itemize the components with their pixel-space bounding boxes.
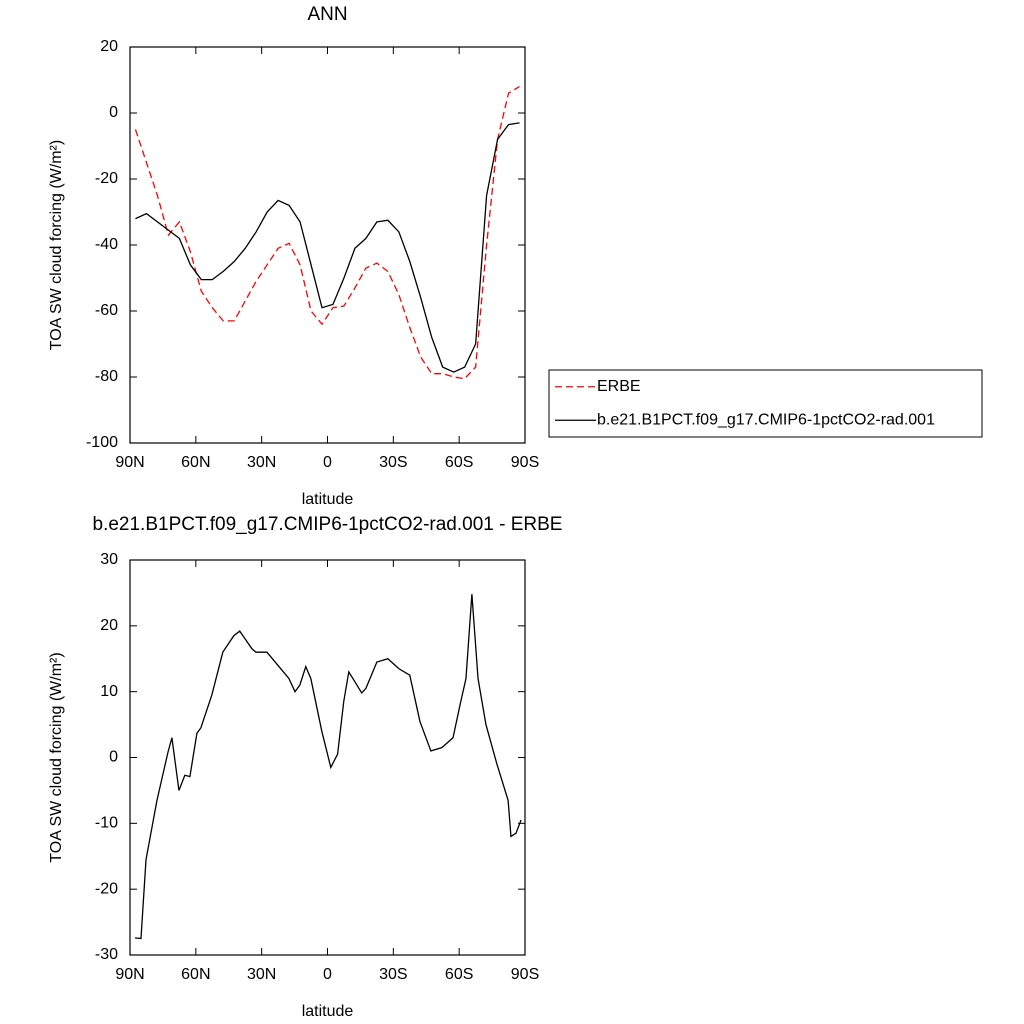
- y-tick-label: 10: [100, 683, 118, 700]
- x-tick-label: 60N: [181, 966, 210, 983]
- x-tick-label: 30N: [247, 454, 276, 471]
- y-tick-label: 0: [109, 749, 118, 766]
- series-line: [135, 122, 520, 373]
- y-tick-label: -20: [95, 170, 118, 187]
- y-axis-label: TOA SW cloud forcing (W/m²): [48, 140, 65, 350]
- x-tick-label: 30N: [247, 966, 276, 983]
- y-tick-label: -60: [95, 302, 118, 319]
- x-tick-label: 90N: [115, 454, 144, 471]
- legend-box: [548, 369, 983, 438]
- y-tick-label: 30: [100, 551, 118, 568]
- x-tick-label: 60S: [445, 454, 473, 471]
- x-tick-label: 0: [323, 966, 332, 983]
- series-line: [134, 86, 520, 380]
- x-tick-label: 90N: [115, 966, 144, 983]
- legend-label: ERBE: [597, 378, 641, 395]
- x-axis-label: latitude: [302, 1003, 354, 1020]
- x-axis-label: latitude: [302, 491, 354, 508]
- x-tick-label: 30S: [379, 966, 407, 983]
- y-tick-label: -100: [86, 434, 118, 451]
- x-tick-label: 60S: [445, 966, 473, 983]
- y-tick-label: -10: [95, 815, 118, 832]
- y-tick-label: 0: [109, 104, 118, 121]
- legend-label: b.e21.B1PCT.f09_g17.CMIP6-1pctCO2-rad.00…: [597, 411, 935, 428]
- x-tick-label: 90S: [511, 966, 539, 983]
- x-tick-label: 60N: [181, 454, 210, 471]
- chart-title: ANN: [307, 4, 347, 25]
- y-tick-label: -40: [95, 236, 118, 253]
- plot-frame: [129, 559, 526, 956]
- y-tick-label: -20: [95, 880, 118, 897]
- x-tick-label: 0: [323, 454, 332, 471]
- x-tick-label: 90S: [511, 454, 539, 471]
- series-line: [134, 594, 522, 940]
- y-tick-label: 20: [100, 617, 118, 634]
- plot-frame: [129, 46, 526, 444]
- x-tick-label: 30S: [379, 454, 407, 471]
- chart-title: b.e21.B1PCT.f09_g17.CMIP6-1pctCO2-rad.00…: [93, 514, 563, 535]
- y-tick-label: 20: [100, 38, 118, 55]
- y-axis-label: TOA SW cloud forcing (W/m²): [48, 652, 65, 862]
- y-tick-label: -30: [95, 946, 118, 963]
- y-tick-label: -80: [95, 368, 118, 385]
